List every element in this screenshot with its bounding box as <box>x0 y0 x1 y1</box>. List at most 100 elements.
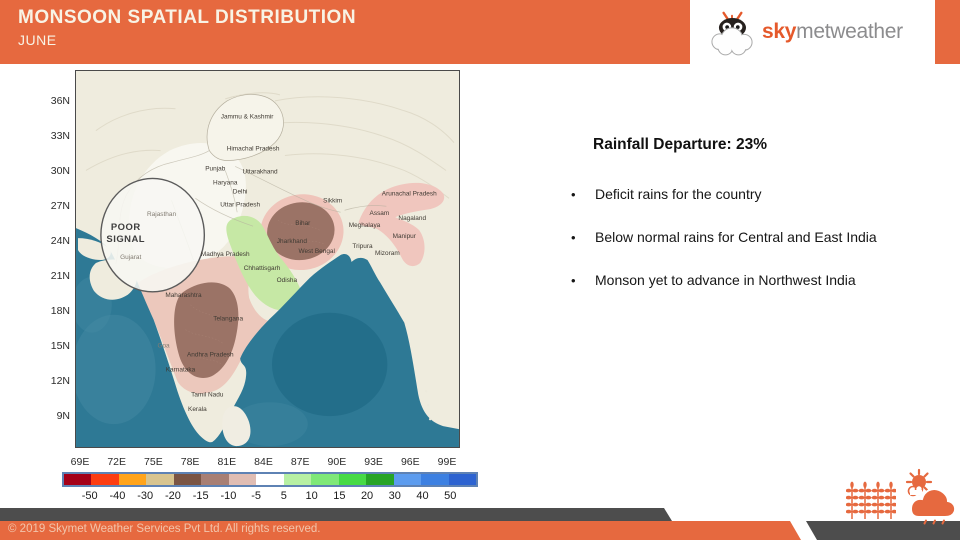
color-scale-cell <box>393 474 422 485</box>
rainfall-departure-heading: Rainfall Departure: 23% <box>593 136 767 153</box>
lat-label: 33N <box>50 130 70 142</box>
lat-label: 30N <box>50 165 70 177</box>
lat-label: 36N <box>50 95 70 107</box>
skymet-logo: skymetweather <box>690 0 935 64</box>
state-label: Tripura <box>352 243 373 250</box>
footer-orange-bar <box>0 521 801 540</box>
state-label: Arunachal Pradesh <box>382 190 437 197</box>
above-normal-green-region <box>226 215 303 311</box>
color-scale-cell <box>228 474 257 485</box>
lon-label: 93E <box>364 456 383 468</box>
india-rainfall-map: POOR SIGNAL Jammu & Kashmir Himachal Prad… <box>75 70 460 448</box>
state-label: Mizoram <box>375 250 400 257</box>
color-scale-labels: -50 -40 -30 -20 -15 -10 -5 5 10 15 20 30 40 50 <box>62 490 478 504</box>
color-scale-cell <box>366 474 394 485</box>
state-label: Jammu & Kashmir <box>221 114 275 121</box>
state-label: Bihar <box>295 220 311 227</box>
lon-label: 78E <box>180 456 200 468</box>
state-label: West Bengal <box>298 248 334 255</box>
lon-label: 69E <box>70 456 90 468</box>
bullet-list: Deficit rains for the country Below norma… <box>560 184 930 291</box>
lat-label: 18N <box>50 305 70 317</box>
lat-label: 27N <box>50 200 70 212</box>
page-subtitle: JUNE <box>18 32 57 48</box>
color-scale-value: -15 <box>192 490 209 502</box>
lat-label: 24N <box>50 235 70 247</box>
color-scale-value: -20 <box>164 490 181 502</box>
color-scale-value: -50 <box>81 490 98 502</box>
poor-signal-label-line2: SIGNAL <box>106 234 145 245</box>
lat-label: 21N <box>50 270 70 282</box>
state-label: Tamil Nadu <box>191 391 224 398</box>
map-svg: POOR SIGNAL Jammu & Kashmir Himachal Prad… <box>76 71 459 447</box>
district-texture-ne <box>277 219 325 245</box>
color-scale-value: 20 <box>360 490 374 502</box>
bathymetry <box>76 276 388 447</box>
relief-lines <box>85 92 455 199</box>
logo-sky: sky <box>762 20 797 43</box>
poor-signal-ellipse <box>100 177 206 293</box>
lon-label: 90E <box>327 456 347 468</box>
color-scale-cell <box>64 474 92 485</box>
state-label: Manipur <box>393 233 417 240</box>
state-label: Chhattisgarh <box>244 265 281 272</box>
state-label: Madhya Pradesh <box>201 251 250 258</box>
color-scale-value: -5 <box>251 490 262 502</box>
summary-panel: Rainfall Departure: 23% Deficit rains fo… <box>560 136 930 313</box>
color-scale-value: -10 <box>220 490 237 502</box>
color-scale-value: 50 <box>444 490 457 502</box>
color-scale-cell <box>146 474 174 485</box>
small-cloud <box>907 484 924 497</box>
color-scale-value: 40 <box>416 490 429 502</box>
color-scale-cell <box>311 474 339 485</box>
lon-label: 72E <box>107 456 127 468</box>
footer-gray-bar-left <box>0 508 672 521</box>
color-scale-cell <box>118 474 147 485</box>
header-bar: MONSOON SPATIAL DISTRIBUTION JUNE <box>0 0 960 64</box>
state-label: Uttarakhand <box>242 168 278 175</box>
state-label: Nagaland <box>398 215 426 222</box>
bullet-item: Below normal rains for Central and East … <box>560 227 930 248</box>
rain-drops <box>923 519 945 525</box>
logo-metweather: metweather <box>796 20 903 43</box>
owl-cloud-logo-icon <box>711 11 753 56</box>
state-label: Assam <box>370 210 390 217</box>
copyright-text: © 2019 Skymet Weather Services Pvt Ltd. … <box>8 523 321 535</box>
state-label: Kerala <box>188 406 207 413</box>
lat-label: 15N <box>50 340 70 352</box>
color-scale-cell <box>91 474 119 485</box>
state-label: Telangana <box>213 316 243 323</box>
deficit-brown-region-south <box>174 282 239 378</box>
bullet-item: Monson yet to advance in Northwest India <box>560 270 930 291</box>
northeast-pink-region <box>358 182 445 267</box>
logo-wordmark: skymetweather <box>762 20 903 44</box>
state-label: Jharkhand <box>277 238 308 245</box>
state-label: Haryana <box>213 179 238 186</box>
state-label: Delhi <box>233 188 248 195</box>
poor-signal-label-line1: POOR <box>111 222 141 233</box>
state-label: Goa <box>157 343 170 350</box>
color-scale-cell <box>421 474 449 485</box>
color-scale-cell <box>338 474 367 485</box>
page-title: MONSOON SPATIAL DISTRIBUTION <box>18 7 357 28</box>
color-scale-value: 30 <box>388 490 401 502</box>
state-label: Karnataka <box>166 366 196 373</box>
state-label: Maharashtra <box>165 292 202 299</box>
state-label: Uttar Pradesh <box>220 201 260 208</box>
district-texture-south <box>185 304 224 366</box>
sun-cloud-rain-icon <box>905 468 956 525</box>
lon-label: 81E <box>217 456 237 468</box>
lat-label: 12N <box>50 375 70 387</box>
state-label: Punjab <box>205 165 226 172</box>
state-labels: Jammu & Kashmir Himachal Pradesh Punjab Utt… <box>120 114 437 413</box>
lat-label: 9N <box>56 410 70 422</box>
big-cloud <box>909 488 956 518</box>
color-scale-value: 15 <box>333 490 346 502</box>
color-scale-cell <box>283 474 312 485</box>
color-scale-value: -40 <box>109 490 126 502</box>
lon-label: 99E <box>437 456 457 468</box>
crop-icon <box>846 481 896 520</box>
header-accent-block <box>935 0 960 64</box>
color-scale-cell <box>448 474 477 485</box>
